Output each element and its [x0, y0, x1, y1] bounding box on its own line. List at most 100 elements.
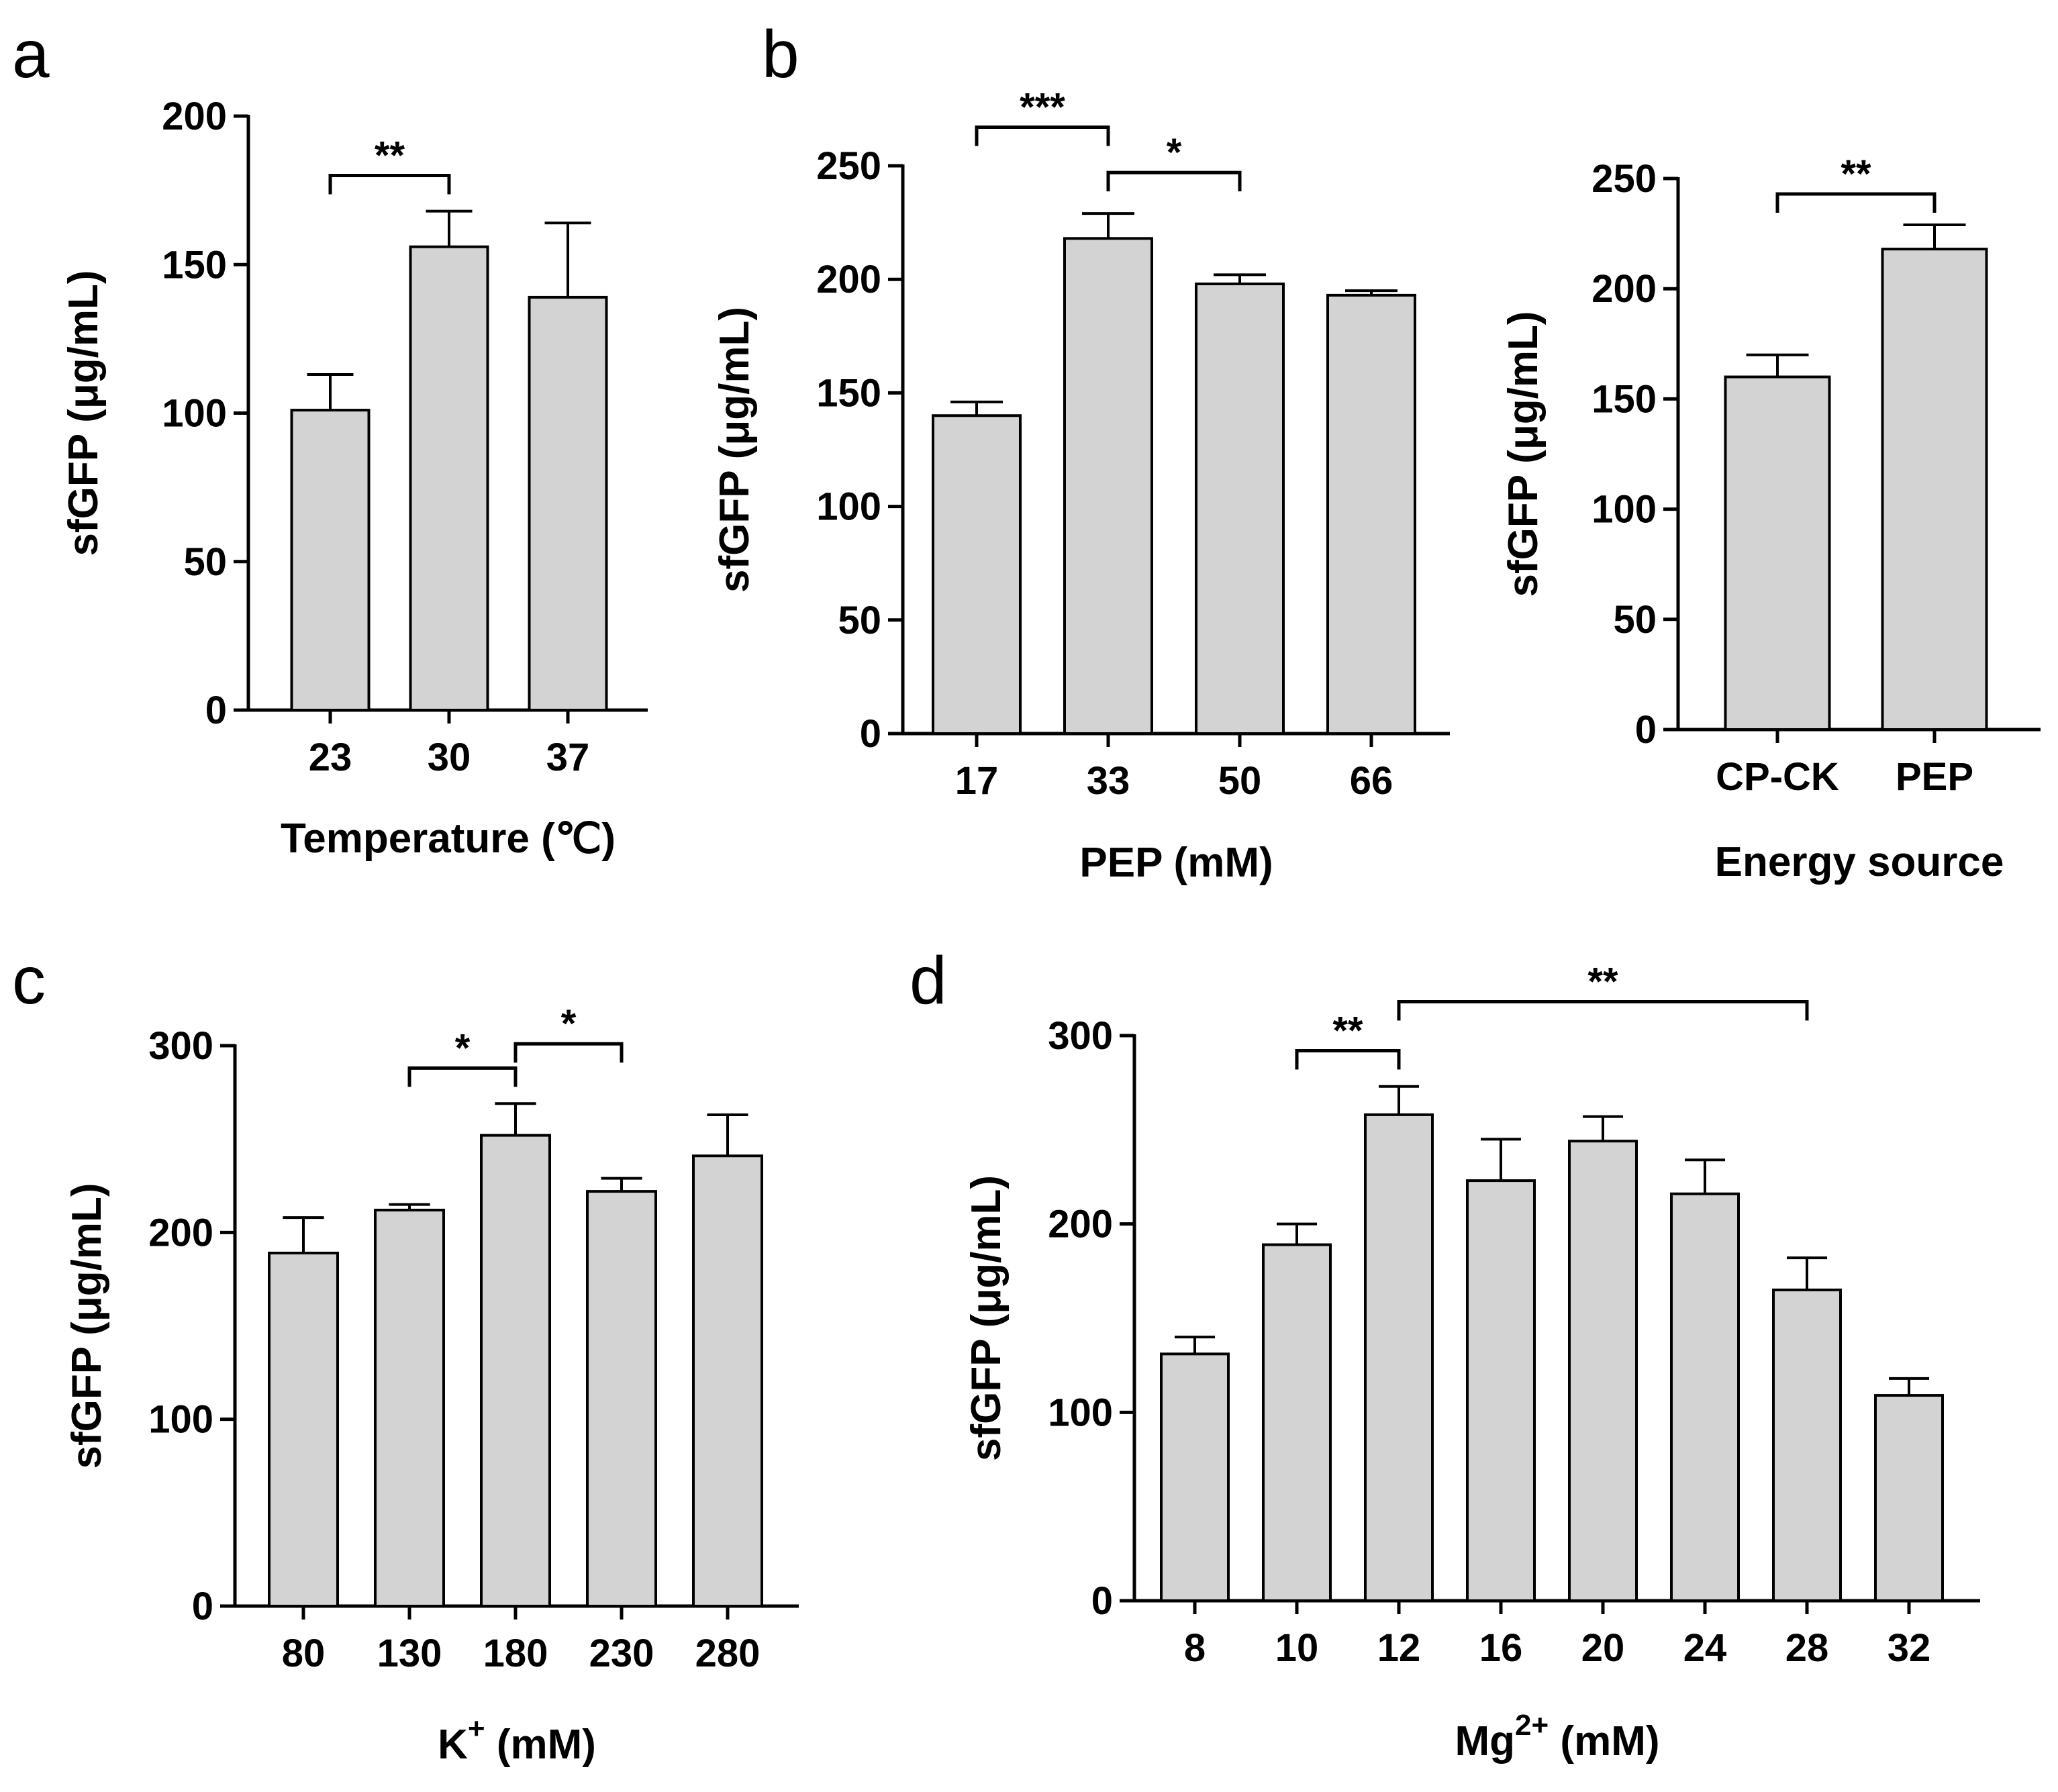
x-axis-label: Mg2+ (mM) [1455, 1709, 1660, 1764]
bar [932, 414, 1022, 735]
bar [268, 1251, 339, 1607]
y-tick-label: 200 [816, 258, 881, 301]
x-tick-label: 130 [377, 1632, 442, 1675]
x-axis-label: Energy source [1715, 839, 2004, 885]
x-tick-label: 66 [1350, 759, 1393, 803]
y-tick-label: 0 [1635, 708, 1657, 752]
bar [1724, 375, 1831, 731]
x-tick-label: 30 [428, 736, 471, 779]
y-tick-label: 200 [148, 1211, 213, 1254]
x-tick-label: PEP [1896, 755, 1973, 799]
panel-letter-c: c [12, 943, 46, 1018]
y-tick-label: 250 [1591, 157, 1657, 201]
bar [1262, 1243, 1332, 1603]
bar [1466, 1179, 1536, 1602]
significance-bracket [1397, 999, 1809, 1021]
y-tick-label: 200 [1048, 1203, 1113, 1246]
bar [1160, 1352, 1230, 1602]
x-tick-label: 32 [1888, 1626, 1931, 1670]
x-tick-label: 12 [1377, 1626, 1421, 1670]
y-tick-label: 100 [1048, 1391, 1113, 1434]
y-axis-label: sfGFP (μg/mL) [60, 270, 107, 556]
x-tick-label: 280 [695, 1632, 761, 1675]
x-axis-label: K+ (mM) [438, 1712, 596, 1768]
y-tick-label: 300 [148, 1024, 213, 1068]
x-tick-label: 37 [546, 736, 590, 779]
y-tick-label: 50 [1613, 598, 1657, 642]
significance-label: * [561, 1002, 577, 1046]
y-tick-label: 150 [1591, 377, 1657, 421]
bar [1881, 248, 1988, 731]
y-axis-label: sfGFP (μg/mL) [712, 307, 758, 593]
significance-label: ** [1332, 1009, 1363, 1052]
significance-bracket [328, 174, 451, 195]
y-tick-label: 0 [1091, 1579, 1113, 1623]
x-tick-label: 20 [1581, 1626, 1625, 1670]
significance-bracket [1295, 1048, 1401, 1070]
y-tick-label: 50 [838, 599, 881, 642]
panel-letter-a: a [12, 17, 50, 92]
bar [1326, 293, 1416, 735]
x-tick-label: 180 [483, 1632, 548, 1675]
chart-b-pep: 0 50 100 150 200 250 17 33 50 66 PEP (mM) sfGFP (μg… [712, 85, 1450, 886]
chart-a: 0 50 100 150 200 23 30 37 Temperature (℃) sfGFP (… [60, 95, 648, 862]
x-tick-label: 23 [309, 736, 352, 779]
y-tick-label: 100 [148, 1398, 213, 1442]
y-tick-label: 150 [162, 243, 227, 287]
bar [1568, 1140, 1638, 1602]
significance-label: *** [1020, 85, 1065, 129]
x-tick-label: 50 [1218, 759, 1262, 803]
chart-b-energy-source: 0 50 100 150 200 250 CP-CK PEP Energy source sfGF… [1500, 152, 2041, 885]
y-axis-label: sfGFP (μg/mL) [64, 1183, 110, 1469]
y-tick-label: 100 [816, 485, 881, 529]
y-tick-label: 200 [1591, 267, 1657, 311]
y-tick-label: 50 [183, 540, 227, 584]
bar [1364, 1113, 1434, 1602]
x-tick-label: 24 [1683, 1626, 1727, 1670]
significance-label: * [455, 1026, 471, 1070]
x-tick-label: 8 [1184, 1626, 1206, 1670]
bar [374, 1208, 445, 1607]
bar [586, 1190, 657, 1607]
y-tick-label: 250 [816, 144, 881, 188]
x-tick-label: 80 [282, 1632, 326, 1675]
bar [1670, 1192, 1740, 1602]
x-tick-label: 16 [1479, 1626, 1523, 1670]
bar [1874, 1394, 1944, 1602]
bar [290, 409, 371, 711]
significance-label: ** [1841, 152, 1871, 196]
y-axis-label: sfGFP (μg/mL) [963, 1175, 1010, 1461]
significance-bracket [513, 1042, 624, 1063]
bar [409, 245, 489, 711]
x-axis-label: Temperature (℃) [281, 815, 616, 862]
y-tick-label: 0 [205, 689, 227, 732]
x-tick-label: CP-CK [1716, 755, 1839, 799]
y-tick-label: 300 [1048, 1014, 1113, 1058]
significance-bracket [407, 1066, 518, 1087]
bar [1772, 1288, 1842, 1603]
significance-bracket [1775, 192, 1937, 213]
panel-letter-d: d [910, 943, 947, 1018]
y-tick-label: 200 [162, 95, 227, 138]
y-tick-label: 150 [816, 371, 881, 415]
x-axis-label: PEP (mM) [1079, 840, 1273, 886]
x-tick-label: 28 [1785, 1626, 1829, 1670]
x-tick-label: 230 [589, 1632, 654, 1675]
significance-label: ** [1587, 960, 1618, 1003]
chart-d: 0 100 200 300 8 10 12 16 20 24 28 32 Mg2+ (mM) sfGFP … [963, 960, 1980, 1764]
significance-bracket [975, 125, 1110, 146]
y-tick-label: 100 [1591, 488, 1657, 532]
bar [1195, 282, 1285, 735]
x-tick-label: 17 [955, 759, 999, 803]
x-tick-label: 33 [1087, 759, 1130, 803]
panel-letter-b: b [762, 17, 799, 92]
y-tick-label: 0 [860, 712, 881, 756]
y-axis-label: sfGFP (μg/mL) [1500, 311, 1547, 597]
chart-c: 0 100 200 300 80 130 180 230 280 K+ (mM) sfGFP (μg… [64, 1002, 799, 1768]
y-tick-label: 0 [192, 1585, 213, 1628]
significance-label: ** [375, 134, 405, 178]
bar [528, 295, 608, 711]
bar [692, 1154, 763, 1607]
bar [480, 1134, 551, 1607]
